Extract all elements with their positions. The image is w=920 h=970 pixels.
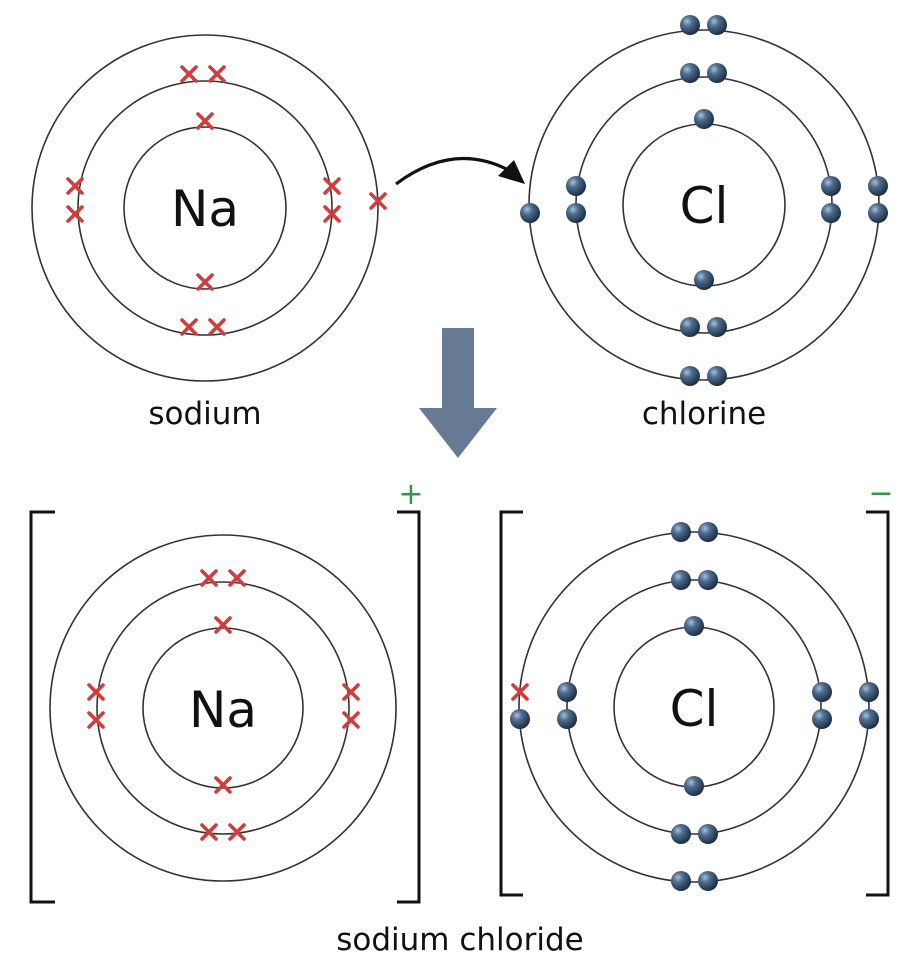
chlorine-electron: [868, 203, 888, 223]
chlorine-electron: [680, 317, 700, 337]
chlorine-electron: [520, 203, 540, 223]
chlorine-electron: [821, 203, 841, 223]
sodium-symbol: Na: [171, 180, 239, 238]
chlorine-atom: Cl chlorine: [520, 15, 888, 432]
sodium-electron: [196, 273, 214, 291]
sodium-shell-2: [77, 80, 333, 336]
chloride-ion-electron: [698, 522, 718, 542]
chloride-ion-electron: [859, 682, 879, 702]
chlorine-electron: [680, 15, 700, 35]
chloride-ion-symbol: Cl: [670, 680, 719, 738]
chloride-ion-electron: [671, 871, 691, 891]
sodium-electron: [66, 205, 84, 223]
sodium-ion-left-bracket: [29, 510, 55, 904]
sodium-electron: [208, 65, 226, 83]
sodium-ion-electron: [342, 683, 360, 701]
sodium-ion-charge: +: [398, 477, 423, 512]
chlorine-electron: [694, 270, 714, 290]
sodium-electron: [180, 318, 198, 336]
chloride-ion-shell-2: [566, 579, 822, 835]
chloride-ion-shell-3: [518, 531, 870, 883]
chlorine-electron: [680, 366, 700, 386]
chloride-ion-electron: [684, 616, 704, 636]
sodium-shell-1: [123, 126, 287, 290]
chloride-ion-electron: [557, 709, 577, 729]
sodium-ion-shell-2: [96, 581, 350, 835]
sodium-ion-symbol: Na: [189, 681, 257, 739]
chlorine-electron: [707, 366, 727, 386]
sodium-ion-electron: [214, 616, 232, 634]
sodium-electron: [196, 112, 214, 130]
sodium-caption: sodium: [148, 396, 261, 432]
chloride-ion-electron: [557, 682, 577, 702]
sodium-ion: + Na: [29, 477, 424, 904]
chloride-ion: − Cl: [499, 476, 894, 897]
sodium-chloride-caption: sodium chloride: [336, 922, 584, 958]
chloride-ion-electron: [671, 522, 691, 542]
chloride-ion-electron: [812, 682, 832, 702]
chlorine-electron: [868, 176, 888, 196]
chloride-ion-right-bracket: [866, 510, 890, 897]
chlorine-electron: [694, 109, 714, 129]
chlorine-electron: [707, 15, 727, 35]
chloride-ion-electron: [812, 709, 832, 729]
chlorine-electron: [707, 63, 727, 83]
chloride-ion-electron: [698, 824, 718, 844]
chlorine-electron: [821, 176, 841, 196]
chlorine-caption: chlorine: [642, 396, 766, 432]
chloride-ion-left-bracket: [499, 510, 523, 897]
sodium-atom: Na sodium: [31, 34, 387, 432]
chlorine-electron: [680, 63, 700, 83]
sodium-ion-electron: [87, 711, 105, 729]
sodium-ion-electron: [342, 711, 360, 729]
chloride-ion-electron: [859, 709, 879, 729]
reaction-down-arrow: [419, 328, 497, 458]
sodium-shell-3: [31, 34, 379, 382]
electron-transfer-arrow: [395, 156, 525, 186]
chlorine-electron: [707, 317, 727, 337]
sodium-ion-right-bracket: [397, 510, 421, 904]
sodium-electron: [208, 318, 226, 336]
chlorine-symbol: Cl: [680, 177, 729, 235]
chlorine-electron: [566, 176, 586, 196]
chloride-ion-electron: [671, 570, 691, 590]
sodium-electron: [180, 65, 198, 83]
sodium-ion-electron: [214, 776, 232, 794]
sodium-electron: [323, 177, 341, 195]
sodium-ion-shell-1: [142, 627, 304, 789]
chloride-ion-electron: [684, 776, 704, 796]
chloride-ion-electron: [671, 824, 691, 844]
chloride-ion-charge: −: [868, 476, 893, 511]
chloride-ion-electron: [510, 709, 530, 729]
chloride-ion-electron: [698, 871, 718, 891]
sodium-ion-electron: [87, 683, 105, 701]
chlorine-electron: [566, 203, 586, 223]
sodium-ion-shell-3: [49, 534, 397, 882]
chloride-ion-electron: [698, 570, 718, 590]
